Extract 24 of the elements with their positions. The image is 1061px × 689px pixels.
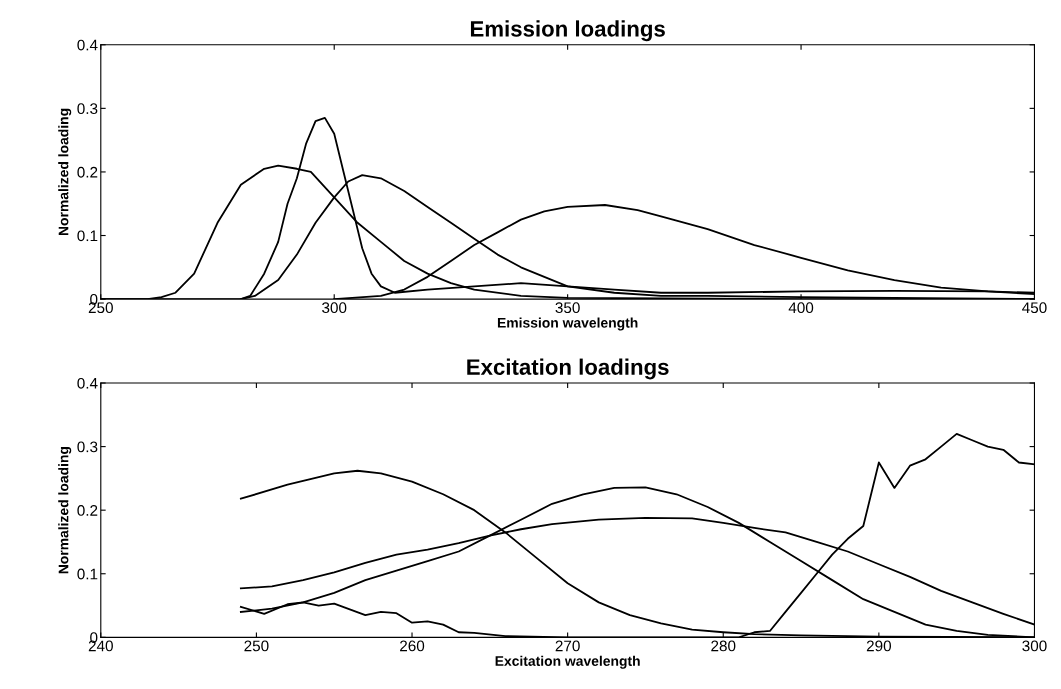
y-tick-label: 0.4 <box>77 39 98 51</box>
x-tick-label: 450 <box>1022 302 1047 314</box>
y-tick-label: 0.3 <box>77 441 98 453</box>
chart-title: Emission loadings <box>470 20 665 42</box>
y-tick-label: 0.1 <box>77 230 98 242</box>
x-tick-label: 260 <box>400 640 425 652</box>
y-tick-label: 0.2 <box>77 505 98 516</box>
x-tick-label: 280 <box>711 640 736 652</box>
y-tick-label: 0.3 <box>77 103 98 115</box>
x-axis-title: Emission wavelength <box>497 317 638 331</box>
chart-title: Excitation loadings <box>467 358 669 380</box>
y-axis-title: Normalized loading <box>58 108 72 236</box>
x-tick-label: 300 <box>1022 640 1047 652</box>
x-tick-label: 350 <box>555 302 580 314</box>
y-tick-label: 0.1 <box>77 568 98 580</box>
x-tick-label: 250 <box>244 640 269 652</box>
y-tick-label: 0.4 <box>77 377 98 389</box>
y-tick-label: 0.2 <box>77 166 98 178</box>
x-axis-title: Excitation wavelength <box>495 655 640 669</box>
x-tick-label: 270 <box>555 640 580 652</box>
x-tick-label: 290 <box>866 640 892 652</box>
y-axis-title: Normalized loading <box>58 447 72 574</box>
x-tick-label: 400 <box>788 302 814 314</box>
x-tick-label: 300 <box>322 302 347 314</box>
